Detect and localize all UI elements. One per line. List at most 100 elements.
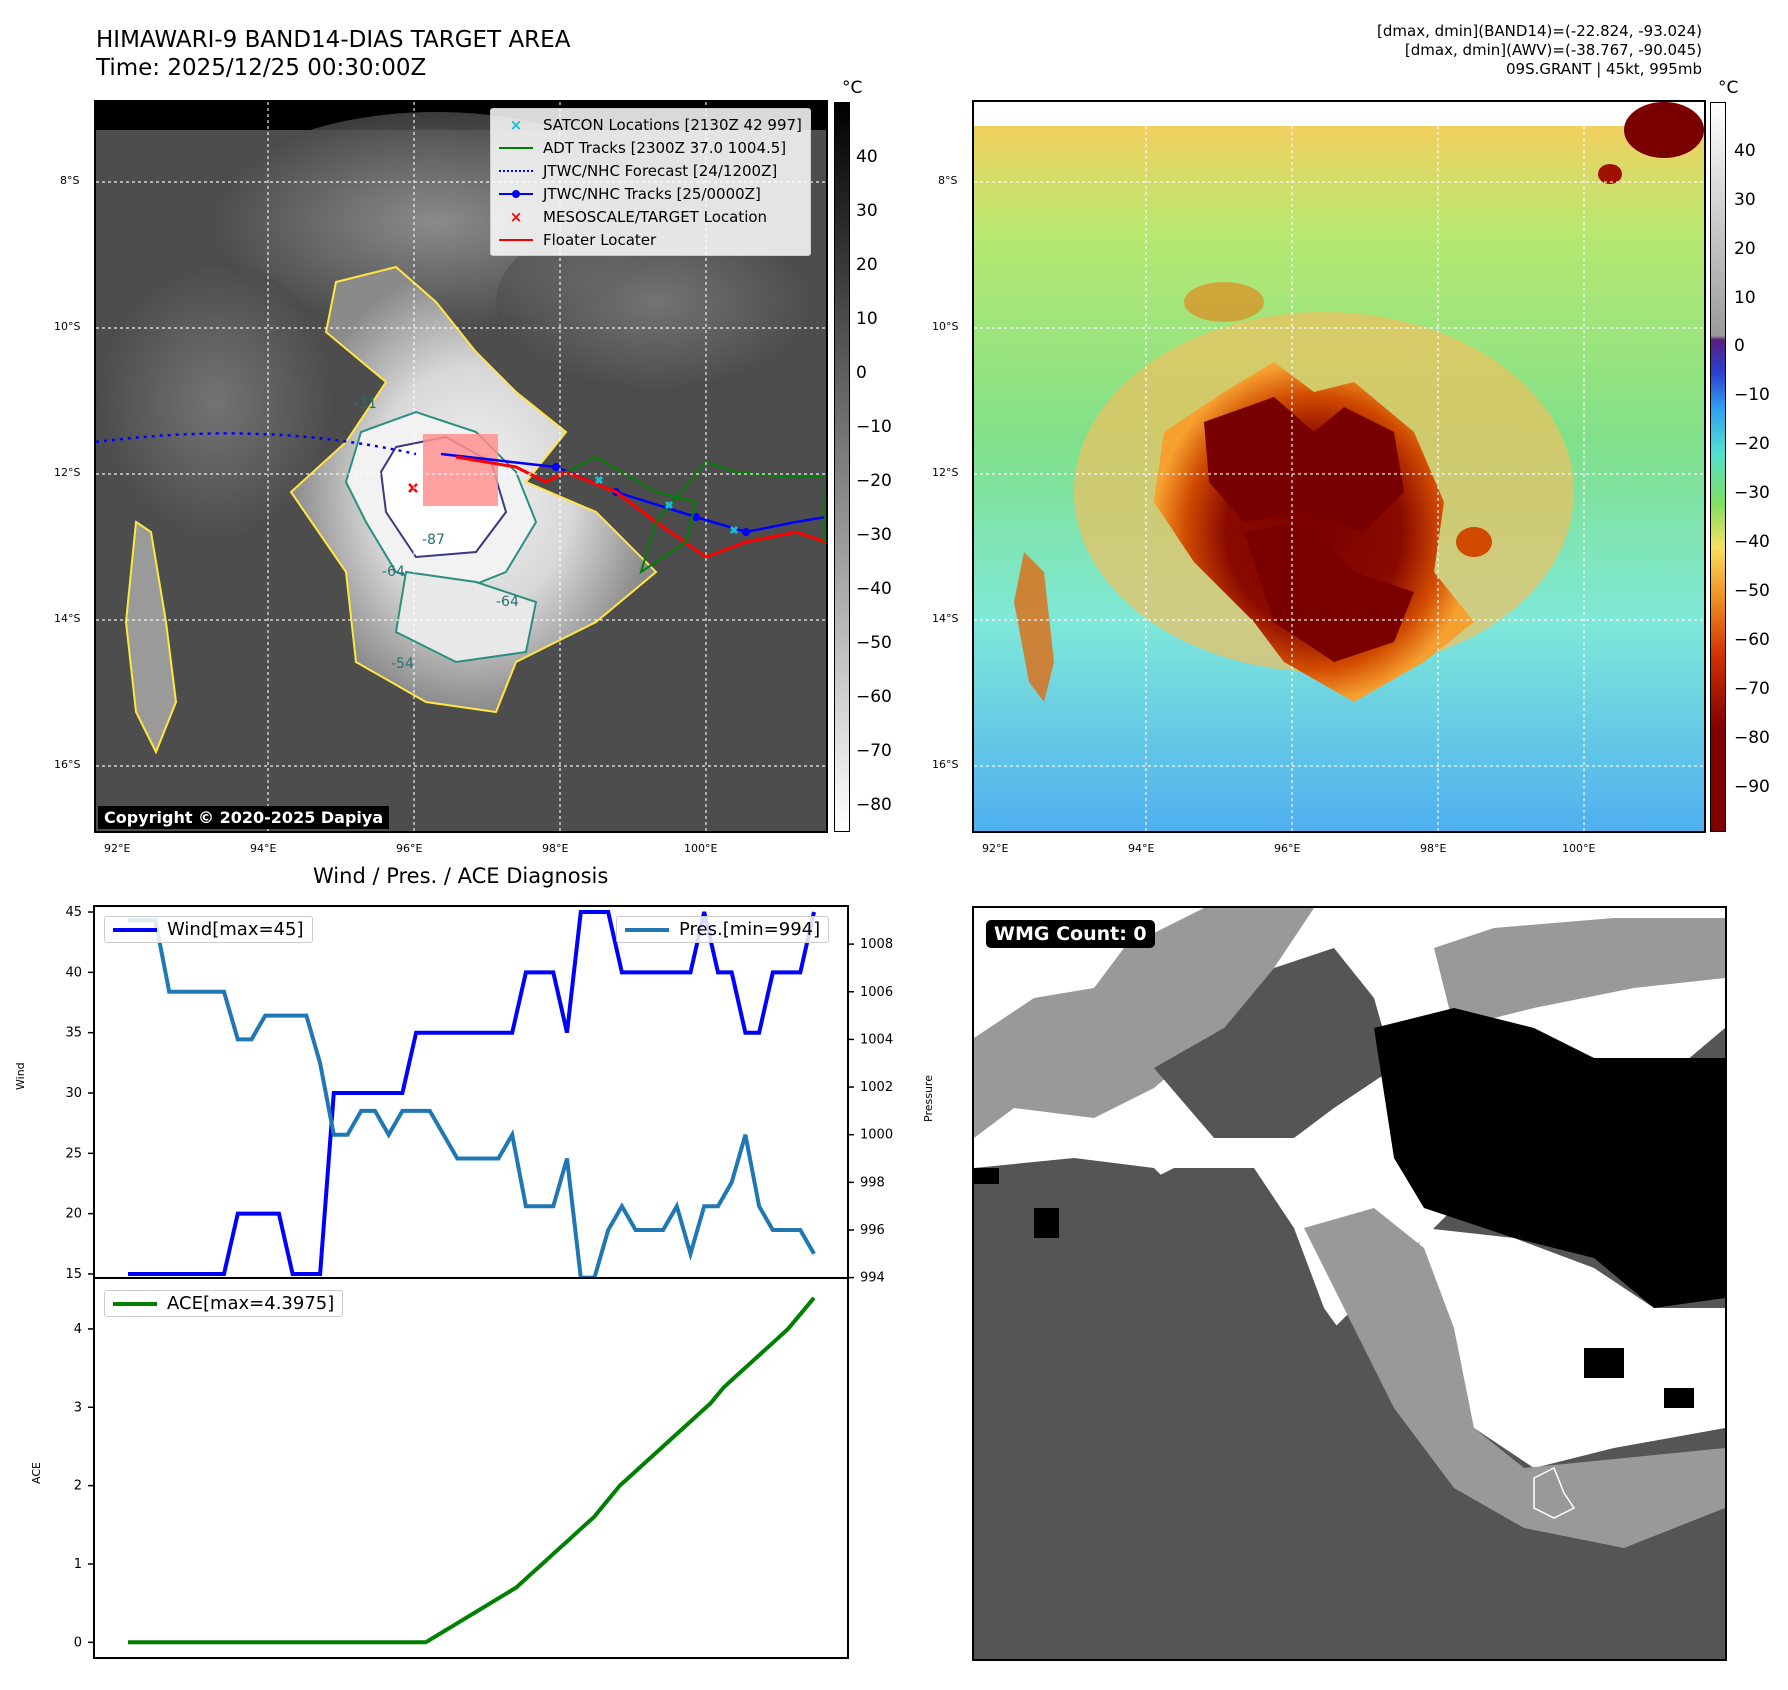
- lat-label: 16°S: [54, 758, 81, 771]
- pressure-series-line: [128, 918, 816, 1280]
- colorbar-unit: °C: [842, 78, 863, 98]
- meta-line-1: [dmax, dmin](BAND14)=(-22.824, -93.024): [1377, 22, 1702, 40]
- colorbar-tick: 30: [1734, 190, 1756, 210]
- pressure-tick-label: 1000: [860, 1128, 893, 1143]
- ace-tick-label: 3: [74, 1400, 82, 1415]
- lon-label: 98°E: [542, 842, 569, 855]
- pressure-tick-label: 998: [860, 1175, 885, 1190]
- diagnosis-title: Wind / Pres. / ACE Diagnosis: [313, 864, 609, 888]
- ir-map-panel: -31 -87 -64 -64 -54 × SATCON Locations […: [94, 100, 828, 833]
- storm-metadata: [dmax, dmin](BAND14)=(-22.824, -93.024) …: [1377, 22, 1702, 79]
- contour-label: -64: [496, 594, 519, 610]
- title-line-1: HIMAWARI-9 BAND14-DIAS TARGET AREA: [96, 27, 571, 53]
- pressure-tick-label: 1002: [860, 1080, 893, 1095]
- contour-label: -64: [382, 564, 405, 580]
- wmg-count-badge: WMG Count: 0: [986, 920, 1155, 948]
- wind-tick-label: 35: [65, 1026, 82, 1041]
- meta-line-3: 09S.GRANT | 45kt, 995mb: [1505, 60, 1702, 78]
- colorbar-tick: −60: [1734, 630, 1770, 650]
- wind-tick-label: 20: [65, 1207, 82, 1222]
- wmg-panel: WMG Count: 0: [972, 906, 1727, 1661]
- wind-axis-label: Wind: [14, 1062, 27, 1090]
- line-swatch-icon: [113, 927, 157, 932]
- color-ir-map-image: [974, 102, 1704, 831]
- ace-tick-label: 0: [74, 1635, 82, 1650]
- pressure-legend: Pres.[min=994]: [616, 916, 830, 943]
- colorbar-tick: −90: [1734, 777, 1770, 797]
- colorbar-tick: −40: [1734, 532, 1770, 552]
- ace-legend: ACE[max=4.3975]: [104, 1290, 344, 1317]
- colorbar-tick: 10: [1734, 288, 1756, 308]
- ace-tick-label: 1: [74, 1557, 82, 1572]
- pressure-tick-label: 996: [860, 1223, 885, 1238]
- ace-tick-label: 2: [74, 1479, 82, 1494]
- colorbar-tick: −30: [856, 525, 892, 545]
- colorbar-tick: −70: [1734, 679, 1770, 699]
- track-legend: × SATCON Locations [2130Z 42 997] ADT Tr…: [490, 108, 811, 256]
- lon-label: 94°E: [1128, 842, 1155, 855]
- pressure-tick-label: 1006: [860, 985, 893, 1000]
- lon-label: 94°E: [250, 842, 277, 855]
- wind-tick-label: 40: [65, 965, 82, 980]
- wind-tick-label: 25: [65, 1146, 82, 1161]
- colorbar-tick: −70: [856, 741, 892, 761]
- lat-label: 14°S: [932, 612, 959, 625]
- color-colorbar: [1710, 102, 1726, 832]
- colorbar-tick: −80: [1734, 728, 1770, 748]
- ace-axis-label: ACE: [30, 1462, 43, 1484]
- title-line-2: Time: 2025/12/25 00:30:00Z: [96, 55, 427, 81]
- meta-line-2: [dmax, dmin](AWV)=(-38.767, -90.045): [1404, 41, 1702, 59]
- lon-label: 98°E: [1420, 842, 1447, 855]
- colorbar-tick: −30: [1734, 483, 1770, 503]
- legend-item-floater: Floater Locater: [499, 228, 802, 251]
- x-marker-icon: ×: [509, 207, 523, 226]
- pressure-axis-label: Pressure: [922, 1075, 935, 1122]
- colorbar-tick: −10: [856, 417, 892, 437]
- line-dot-swatch-icon: [499, 187, 533, 201]
- lat-label: 12°S: [932, 466, 959, 479]
- colorbar-tick: 20: [856, 255, 878, 275]
- lat-label: 14°S: [54, 612, 81, 625]
- lon-label: 92°E: [104, 842, 131, 855]
- line-swatch-icon: [625, 927, 669, 932]
- wind-tick-label: 30: [65, 1086, 82, 1101]
- ir-colorbar: [834, 102, 850, 832]
- lat-label: 12°S: [54, 466, 81, 479]
- colorbar-tick: −40: [856, 579, 892, 599]
- line-swatch-icon: [113, 1301, 157, 1306]
- figure-title: HIMAWARI-9 BAND14-DIAS TARGET AREA Time:…: [96, 26, 570, 82]
- colorbar-tick: −20: [856, 471, 892, 491]
- colorbar-tick: 10: [856, 309, 878, 329]
- dotted-line-swatch-icon: [499, 164, 533, 178]
- lat-label: 8°S: [60, 174, 80, 187]
- pressure-tick-label: 994: [860, 1271, 885, 1286]
- colorbar-tick: 40: [856, 147, 878, 167]
- x-marker-icon: ×: [509, 115, 523, 134]
- ace-tick-label: 4: [74, 1322, 82, 1337]
- wind-tick-label: 45: [65, 905, 82, 920]
- line-swatch-icon: [499, 233, 533, 247]
- colorbar-tick: −50: [856, 633, 892, 653]
- copyright-badge: Copyright © 2020-2025 Dapiya: [98, 806, 390, 829]
- legend-item-tracks: JTWC/NHC Tracks [25/0000Z]: [499, 182, 802, 205]
- wmg-image: [974, 908, 1725, 1659]
- colorbar-tick: −20: [1734, 434, 1770, 454]
- ace-chart: 4 3 2 1 0: [74, 1277, 849, 1659]
- wind-legend: Wind[max=45]: [104, 916, 313, 943]
- legend-item-forecast: JTWC/NHC Forecast [24/1200Z]: [499, 159, 802, 182]
- lon-label: 96°E: [1274, 842, 1301, 855]
- lat-label: 16°S: [932, 758, 959, 771]
- colorbar-tick: −10: [1734, 385, 1770, 405]
- legend-item-target: × MESOSCALE/TARGET Location: [499, 205, 802, 228]
- colorbar-tick: −50: [1734, 581, 1770, 601]
- lon-label: 100°E: [1562, 842, 1596, 855]
- lon-label: 100°E: [684, 842, 718, 855]
- lon-label: 96°E: [396, 842, 423, 855]
- wind-pressure-chart: 45 40 35 30 25 20 15 1008 1006 1004 1002 1000 998 99…: [65, 905, 893, 1286]
- wind-tick-label: 15: [65, 1267, 82, 1282]
- colorbar-tick: 0: [856, 363, 867, 383]
- colorbar-tick: 30: [856, 201, 878, 221]
- colorbar-tick: 0: [1734, 336, 1745, 356]
- colorbar-tick: 40: [1734, 141, 1756, 161]
- color-ir-map-panel: [972, 100, 1706, 833]
